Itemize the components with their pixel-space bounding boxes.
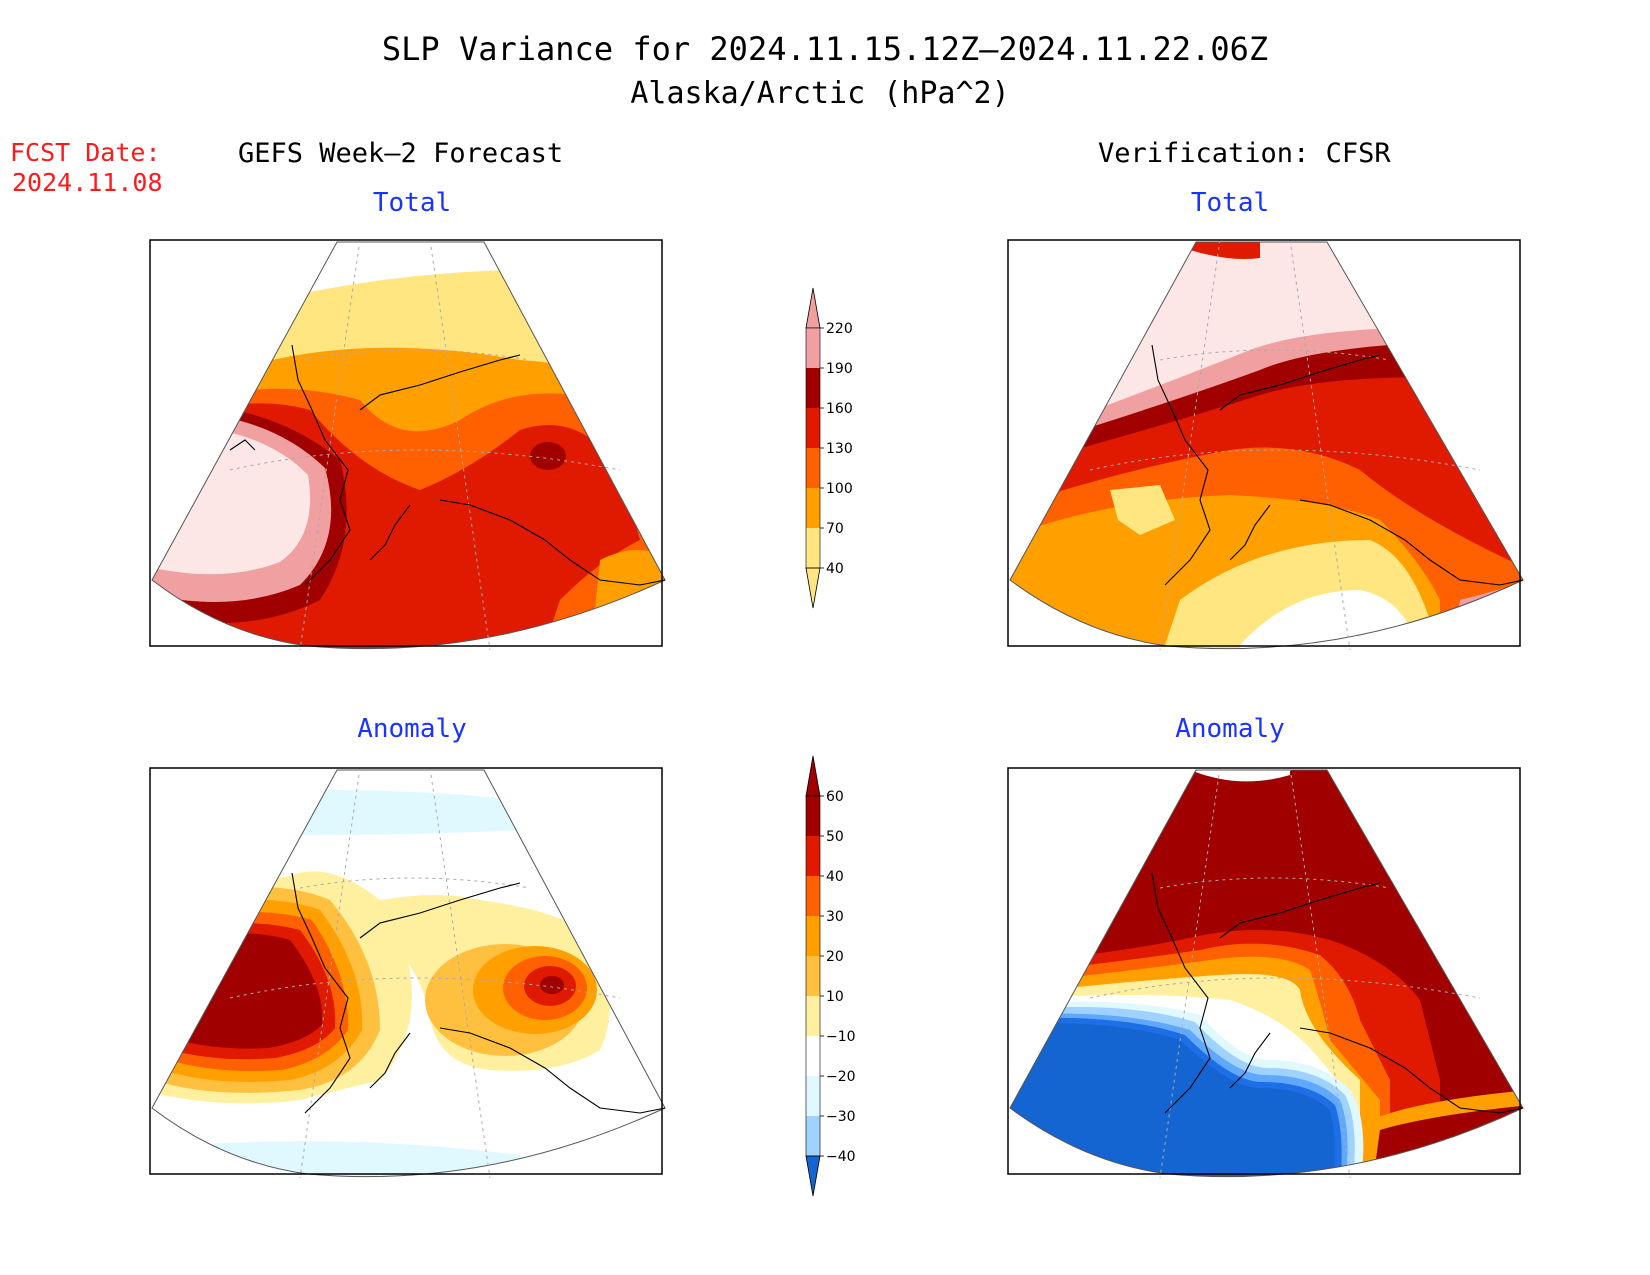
colorbar-total-swatch — [806, 488, 820, 528]
colorbar-total-label: 190 — [826, 361, 853, 377]
frame-bottom-right — [1007, 767, 1521, 1175]
colorbar-anomaly-outline — [805, 795, 821, 1157]
colorbar-anomaly-label: −10 — [826, 1029, 856, 1045]
map-gefs-anomaly — [151, 767, 666, 1179]
colorbar-anomaly-swatch — [806, 956, 820, 996]
colorbar-anomaly-swatch — [806, 1116, 820, 1156]
colorbar-total-label: 40 — [826, 561, 844, 577]
colorbar-anomaly-swatch — [806, 916, 820, 956]
frame-bottom-left — [149, 767, 663, 1175]
colorbar-anomaly-label: 50 — [826, 829, 844, 845]
panel-title-bottom-right: Anomaly — [1175, 714, 1285, 744]
colorbar-total-swatch — [806, 528, 820, 568]
colorbar-anomaly: 60 50 40 30 20 10 −10 −20 −30 −40 — [805, 755, 856, 1197]
colorbar-anomaly-swatch — [806, 876, 820, 916]
colorbar-anomaly-label: 30 — [826, 909, 844, 925]
panel-title-bottom-left: Anomaly — [357, 714, 467, 744]
fcst-date-value: 2024.11.08 — [12, 168, 163, 197]
colorbar-anomaly-swatch — [806, 796, 820, 836]
frame-top-right — [1007, 239, 1521, 647]
colorbar-total-swatch — [806, 368, 820, 408]
colorbar-anomaly-bottom-tip — [805, 1155, 821, 1197]
colorbar-total-swatch — [806, 328, 820, 368]
colorbar-total-top-tip — [805, 287, 821, 329]
panel-title-top-left: Total — [372, 188, 452, 218]
colorbar-anomaly-label: 40 — [826, 869, 844, 885]
colorbar-anomaly-label: −40 — [826, 1149, 856, 1165]
right-column-header: Verification: CFSR — [1098, 138, 1391, 169]
colorbar-anomaly-swatch — [806, 836, 820, 876]
map-cfsr-anomaly — [1009, 767, 1524, 1179]
colorbar-anomaly-swatch — [806, 1036, 820, 1076]
panel-title-top-right: Total — [1190, 188, 1270, 218]
colorbar-anomaly-label: 10 — [826, 989, 844, 1005]
colorbar-total-swatch — [806, 448, 820, 488]
frame-top-left — [149, 239, 663, 647]
colorbar-total-label: 100 — [826, 481, 853, 497]
figure-title: SLP Variance for 2024.11.15.12Z–2024.11.… — [381, 30, 1269, 68]
colorbar-total-label: 130 — [826, 441, 853, 457]
colorbar-total: 220 190 160 130 100 70 40 — [805, 287, 853, 609]
colorbar-anomaly-label: 20 — [826, 949, 844, 965]
colorbar-anomaly-swatch — [806, 996, 820, 1036]
colorbar-anomaly-label: −30 — [826, 1109, 856, 1125]
colorbar-anomaly-swatch — [806, 1076, 820, 1116]
colorbar-total-label: 220 — [826, 321, 853, 337]
colorbar-anomaly-label: −20 — [826, 1069, 856, 1085]
colorbar-total-label: 160 — [826, 401, 853, 417]
fcst-date-label: FCST Date: — [10, 138, 161, 167]
colorbar-total-swatch — [806, 408, 820, 448]
left-column-header: GEFS Week–2 Forecast — [238, 138, 564, 169]
figure-subtitle: Alaska/Arctic (hPa^2) — [630, 76, 1010, 111]
map-gefs-total — [151, 239, 666, 651]
map-cfsr-total — [1009, 239, 1524, 651]
colorbar-total-label: 70 — [826, 521, 844, 537]
colorbar-total-bottom-tip — [805, 567, 821, 609]
colorbar-anomaly-top-tip — [805, 755, 821, 797]
colorbar-anomaly-label: 60 — [826, 789, 844, 805]
